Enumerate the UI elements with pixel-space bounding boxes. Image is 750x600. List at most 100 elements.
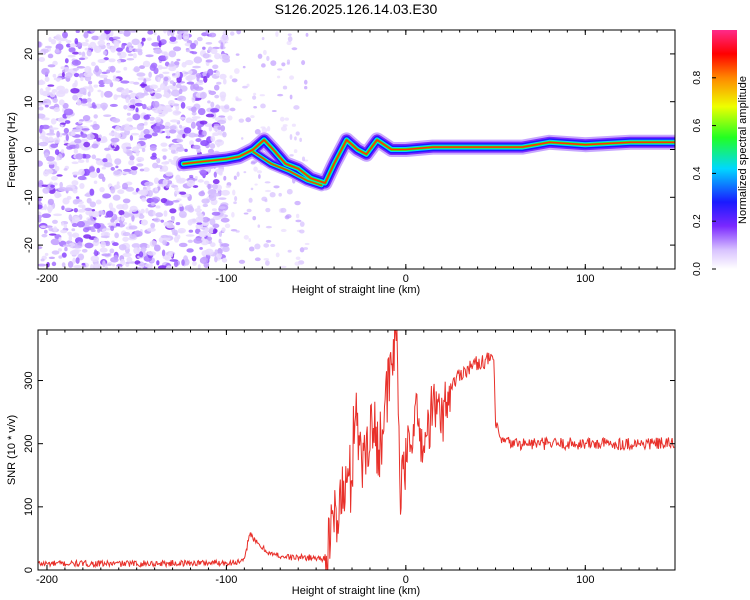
noise-blob xyxy=(120,80,130,84)
noise-blob xyxy=(136,163,144,167)
noise-blob xyxy=(45,86,51,92)
noise-blob xyxy=(140,246,147,253)
noise-blob xyxy=(294,136,297,141)
noise-blob xyxy=(113,94,118,101)
noise-blob xyxy=(125,146,132,150)
noise-blob xyxy=(160,234,170,239)
noise-blob xyxy=(77,209,86,213)
noise-blob xyxy=(71,128,82,133)
noise-blob xyxy=(165,135,171,139)
snr-xtick-label: -100 xyxy=(215,574,237,586)
noise-blob xyxy=(253,166,258,172)
noise-blob xyxy=(65,40,72,43)
noise-blob xyxy=(93,249,98,257)
noise-blob xyxy=(41,68,50,75)
noise-blob xyxy=(74,37,79,45)
noise-blob xyxy=(130,168,138,176)
noise-blob xyxy=(207,68,214,76)
noise-blob xyxy=(165,171,174,177)
noise-blob xyxy=(205,113,215,118)
noise-blob xyxy=(220,35,229,43)
noise-blob xyxy=(145,207,149,214)
noise-blob xyxy=(47,207,52,214)
noise-blob xyxy=(109,248,115,254)
noise-blob xyxy=(189,174,194,178)
noise-blob xyxy=(91,102,96,108)
noise-blob xyxy=(38,246,43,250)
noise-blob xyxy=(41,184,48,188)
noise-blob xyxy=(103,162,113,168)
noise-blob xyxy=(177,230,184,234)
noise-blob xyxy=(102,228,112,231)
noise-blob xyxy=(63,168,68,171)
noise-blob xyxy=(152,125,161,133)
noise-blob xyxy=(71,222,79,228)
noise-blob xyxy=(122,221,128,225)
noise-blob xyxy=(169,119,179,123)
noise-blob xyxy=(195,138,202,143)
noise-blob xyxy=(295,131,300,136)
noise-blob xyxy=(261,63,266,68)
noise-blob xyxy=(49,91,56,98)
noise-blob xyxy=(167,64,175,67)
noise-blob xyxy=(53,182,58,186)
spectrogram-xtick-label: -100 xyxy=(215,273,237,285)
noise-blob xyxy=(238,118,245,123)
noise-blob xyxy=(71,161,79,165)
noise-blob xyxy=(177,34,183,40)
noise-blob xyxy=(115,165,119,169)
noise-blob xyxy=(291,47,298,51)
noise-blob xyxy=(88,84,93,89)
noise-blob xyxy=(301,156,306,162)
noise-blob xyxy=(90,264,94,269)
noise-blob xyxy=(53,213,62,217)
noise-blob xyxy=(78,57,86,61)
noise-blob xyxy=(286,188,293,195)
noise-blob xyxy=(197,107,206,116)
noise-blob xyxy=(220,243,230,247)
noise-blob xyxy=(75,196,80,199)
noise-blob xyxy=(147,251,157,256)
noise-blob xyxy=(94,65,100,73)
noise-blob xyxy=(110,186,116,194)
noise-blob xyxy=(146,244,150,249)
noise-blob xyxy=(192,144,201,150)
noise-blob xyxy=(234,195,238,202)
noise-blob xyxy=(81,205,86,210)
noise-blob xyxy=(38,204,43,210)
noise-blob xyxy=(210,48,218,55)
noise-blob xyxy=(303,247,309,250)
noise-blob xyxy=(156,49,161,55)
noise-blob xyxy=(110,218,115,223)
noise-blob xyxy=(58,255,63,259)
noise-blob xyxy=(150,222,156,229)
noise-blob xyxy=(49,127,59,130)
noise-blob xyxy=(123,66,128,71)
noise-blob xyxy=(133,247,140,255)
noise-blob xyxy=(87,91,91,97)
noise-blob xyxy=(209,194,217,202)
noise-blob xyxy=(167,85,175,89)
spectrogram-ylabel: Frequency (Hz) xyxy=(6,112,18,188)
noise-blob xyxy=(190,118,198,122)
noise-blob xyxy=(132,113,141,121)
noise-blob xyxy=(168,158,172,162)
noise-blob xyxy=(125,97,130,104)
noise-blob xyxy=(286,40,292,46)
noise-blob xyxy=(40,258,45,262)
noise-blob xyxy=(105,210,114,218)
noise-blob xyxy=(157,76,161,83)
noise-blob xyxy=(193,237,203,244)
noise-blob xyxy=(137,43,143,50)
noise-blob xyxy=(98,84,105,88)
noise-blob xyxy=(209,143,216,149)
noise-blob xyxy=(261,36,265,41)
noise-blob xyxy=(56,156,60,161)
noise-blob xyxy=(48,256,56,260)
noise-blob xyxy=(201,237,205,241)
noise-blob xyxy=(68,214,73,221)
noise-blob xyxy=(156,123,161,127)
noise-blob xyxy=(217,119,227,125)
noise-blob xyxy=(191,111,197,116)
noise-blob xyxy=(72,51,80,55)
